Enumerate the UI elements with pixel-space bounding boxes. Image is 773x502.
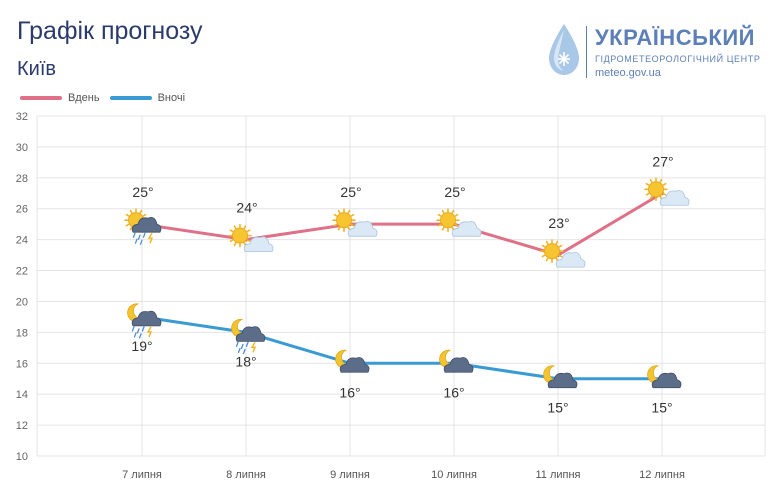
sun-shape — [436, 208, 460, 232]
x-tick-label: 8 липня — [226, 469, 266, 481]
y-tick-label: 24 — [16, 235, 28, 247]
y-tick-label: 20 — [16, 296, 28, 308]
y-tick-label: 32 — [16, 111, 28, 123]
data-label: 25° — [340, 184, 361, 200]
cloud-shape — [443, 357, 474, 373]
data-label: 24° — [236, 200, 257, 216]
moon-cloud-icon — [543, 365, 578, 389]
data-label: 18° — [235, 353, 256, 369]
cloud-shape — [451, 221, 482, 237]
moon-cloud-icon — [647, 365, 682, 389]
y-tick-label: 18 — [16, 327, 28, 339]
sun-cloud-icon — [540, 239, 586, 268]
rain-drops — [235, 341, 257, 355]
data-label: 15° — [547, 400, 568, 416]
data-label: 25° — [444, 184, 465, 200]
chart-legend: Вдень Вночі — [20, 92, 185, 104]
y-tick-label: 10 — [16, 451, 28, 463]
logo-divider — [586, 26, 587, 78]
cloud-shape — [243, 236, 274, 253]
sun-cloud-icon — [436, 208, 482, 237]
moon-cloud-rain-icon — [127, 303, 162, 339]
cloud-shape — [131, 217, 162, 233]
moon-cloud-rain-icon — [231, 318, 266, 355]
sun-cloud-icon — [332, 208, 378, 237]
y-tick-label: 30 — [16, 142, 28, 154]
sun-cloud-icon — [228, 223, 274, 253]
data-label: 27° — [652, 153, 673, 169]
logo[interactable]: УКРАЇНСЬКИЙ ГІДРОМЕТЕОРОЛОГІЧНИЙ ЦЕНТР m… — [546, 20, 766, 80]
water-drop-icon — [549, 24, 579, 75]
rain-drops — [131, 326, 153, 339]
data-label: 25° — [132, 184, 153, 200]
sun-shape — [332, 208, 356, 232]
data-label: 23° — [548, 215, 569, 231]
cloud-shape — [555, 251, 586, 268]
cloud-shape — [347, 221, 378, 237]
cloud-shape — [547, 372, 578, 389]
series-line-night — [141, 315, 662, 381]
rain-drops — [132, 232, 154, 245]
data-label: 15° — [651, 400, 672, 416]
y-tick-label: 16 — [16, 358, 28, 370]
data-label: 19° — [131, 338, 152, 354]
moon-cloud-icon — [335, 349, 370, 373]
x-tick-label: 11 липня — [535, 469, 580, 481]
sun-shape — [228, 223, 252, 248]
y-tick-label: 26 — [16, 204, 28, 216]
cloud-shape — [659, 190, 690, 206]
y-tick-label: 22 — [16, 266, 28, 278]
page-title: Графік прогнозу — [17, 17, 203, 45]
moon-cloud-icon — [439, 349, 474, 373]
data-label: 16° — [443, 384, 464, 400]
legend-item-night[interactable]: Вночі — [109, 92, 186, 104]
city-name: Київ — [17, 58, 57, 80]
x-tick-label: 9 липня — [330, 469, 370, 481]
legend-swatch-day — [20, 96, 62, 100]
logo-url[interactable]: meteo.gov.ua — [595, 67, 661, 79]
x-tick-label: 10 липня — [431, 469, 477, 481]
legend-label-night: Вночі — [157, 92, 186, 104]
y-tick-label: 12 — [16, 420, 28, 432]
cloud-shape — [651, 372, 682, 389]
legend-label-day: Вдень — [68, 92, 100, 104]
sun-cloud-rain-icon — [124, 208, 162, 245]
data-label: 16° — [339, 384, 360, 400]
y-tick-label: 14 — [16, 389, 28, 401]
legend-item-day[interactable]: Вдень — [20, 92, 100, 104]
sun-cloud-icon — [644, 177, 690, 206]
legend-swatch-night — [109, 96, 152, 100]
logo-name: УКРАЇНСЬКИЙ — [595, 25, 755, 50]
cloud-shape — [235, 326, 266, 342]
x-tick-label: 7 липня — [122, 469, 162, 481]
cloud-shape — [339, 357, 370, 373]
y-tick-label: 28 — [16, 173, 28, 185]
x-tick-label: 12 липня — [639, 469, 685, 481]
cloud-shape — [131, 310, 162, 327]
logo-subname: ГІДРОМЕТЕОРОЛОГІЧНИЙ ЦЕНТР — [595, 54, 761, 64]
sun-shape — [644, 177, 668, 202]
series-line-day — [141, 191, 663, 257]
sun-shape — [540, 239, 564, 263]
